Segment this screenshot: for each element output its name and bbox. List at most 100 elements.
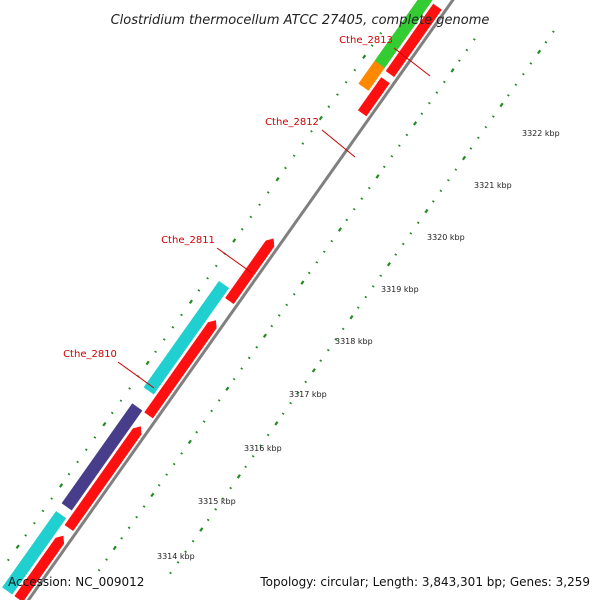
cyan-feature: [143, 280, 230, 395]
tick-mark: [171, 325, 175, 329]
kbp-label: 3318 kbp: [335, 337, 373, 346]
tick-mark: [469, 147, 473, 150]
tick-mark: [450, 68, 455, 73]
tick-mark: [110, 411, 114, 415]
tick-mark: [199, 527, 204, 532]
tick-mark: [176, 561, 180, 564]
tick-mark: [311, 368, 316, 373]
tick-mark: [364, 295, 368, 299]
accession-text: Accession: NC_009012: [8, 575, 144, 589]
tick-mark: [296, 391, 300, 394]
label-leader-line: [216, 247, 253, 274]
genome-summary-text: Topology: circular; Length: 3,843,301 bp…: [259, 575, 590, 589]
tick-mark: [435, 91, 439, 94]
tick-mark: [427, 101, 431, 105]
tick-mark: [93, 436, 97, 439]
tick-mark: [32, 521, 36, 525]
tick-mark: [382, 165, 386, 169]
tick-mark: [424, 208, 429, 214]
tick-mark: [15, 544, 20, 549]
tick-mark: [270, 324, 274, 328]
tick-marks: [6, 30, 555, 575]
tick-mark: [401, 242, 405, 246]
tick-mark: [154, 350, 157, 354]
tick-mark: [258, 203, 261, 207]
tick-mark: [371, 285, 375, 288]
label-leader-line: [321, 129, 356, 158]
tick-mark: [112, 545, 117, 551]
tick-mark: [442, 80, 446, 84]
tick-mark: [484, 125, 488, 129]
tick-mark: [128, 387, 131, 390]
gene-label: Cthe_2810: [63, 349, 117, 360]
tick-mark: [375, 174, 380, 179]
tick-mark: [150, 492, 155, 498]
tick-mark: [292, 154, 296, 158]
tick-mark: [390, 154, 394, 158]
forward-cds-arrow: [14, 535, 65, 600]
tick-mark: [307, 271, 311, 275]
forward-cds-arrow: [385, 3, 442, 78]
tick-mark: [446, 178, 450, 182]
kbp-label: 3317 kbp: [289, 390, 327, 399]
tick-mark: [336, 93, 339, 96]
tick-mark: [514, 83, 518, 87]
tick-mark: [266, 433, 270, 437]
tick-mark: [319, 359, 323, 363]
tick-mark: [217, 399, 221, 402]
tick-mark: [300, 280, 305, 285]
tick-mark: [409, 232, 413, 235]
tick-mark: [310, 129, 313, 133]
tick-mark: [232, 377, 236, 381]
tick-mark: [457, 59, 461, 62]
gene-label: Cthe_2811: [161, 235, 215, 246]
green-feature: [374, 0, 433, 68]
tick-mark: [330, 239, 334, 243]
tick-mark: [221, 497, 225, 500]
gene-label: Cthe_2812: [265, 117, 319, 128]
tick-mark: [337, 227, 343, 232]
tick-mark: [67, 472, 71, 476]
cyan-feature: [2, 511, 67, 595]
tick-mark: [439, 189, 443, 193]
tick-mark: [240, 227, 244, 231]
tick-mark: [102, 421, 107, 427]
tick-mark: [277, 314, 281, 317]
tick-mark: [229, 486, 233, 490]
tick-mark: [206, 276, 209, 280]
tick-mark: [544, 40, 548, 44]
tick-mark: [304, 380, 308, 384]
tick-mark: [169, 571, 172, 575]
tick-mark: [180, 313, 183, 317]
forward-cds-arrow: [144, 320, 217, 419]
kbp-label: 3319 kbp: [381, 285, 419, 294]
tick-mark: [292, 292, 296, 296]
tick-mark: [251, 454, 255, 458]
label-leader-line: [393, 47, 431, 77]
tick-mark: [236, 474, 241, 479]
tick-mark: [397, 144, 401, 147]
tick-mark: [379, 31, 383, 35]
kbp-label: 3316 kbp: [244, 444, 282, 453]
tick-mark: [162, 338, 166, 341]
tick-mark: [210, 409, 214, 413]
tick-mark: [367, 186, 371, 190]
kbp-label: 3315 kbp: [198, 497, 236, 506]
tick-mark: [119, 399, 123, 403]
tick-mark: [184, 550, 187, 554]
tick-mark: [454, 168, 458, 171]
tick-mark: [394, 253, 398, 256]
tick-mark: [537, 49, 542, 55]
tick-mark: [214, 508, 218, 511]
tick-mark: [301, 142, 305, 145]
tick-mark: [405, 133, 409, 137]
tick-mark: [232, 238, 237, 243]
tick-mark: [105, 558, 108, 561]
tick-mark: [187, 439, 192, 445]
tick-mark: [362, 54, 367, 60]
tick-mark: [24, 534, 28, 537]
tick-mark: [349, 314, 354, 320]
tick-mark: [476, 136, 480, 140]
tick-mark: [157, 483, 161, 487]
tick-mark: [259, 444, 263, 447]
